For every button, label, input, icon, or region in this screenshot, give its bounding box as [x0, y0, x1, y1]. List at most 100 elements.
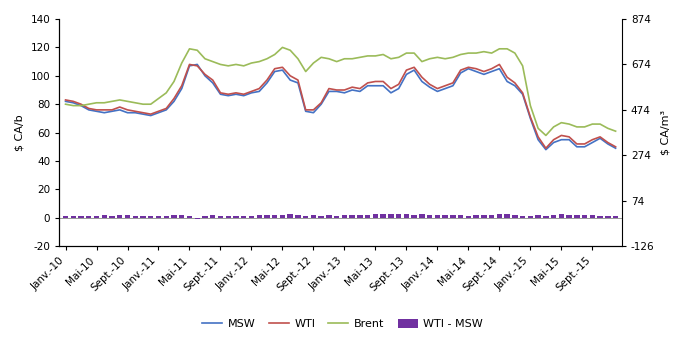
Bar: [520, 216, 525, 218]
Bar: [566, 215, 572, 218]
Bar: [288, 214, 293, 218]
Bar: [388, 214, 394, 218]
Brent: [139, 102, 147, 106]
Bar: [357, 215, 362, 218]
Bar: [458, 215, 463, 218]
Bar: [319, 216, 324, 218]
MSW: [62, 99, 70, 103]
MSW: [193, 62, 201, 66]
Brent: [278, 45, 286, 49]
Brent: [418, 60, 426, 64]
Bar: [63, 216, 68, 218]
Bar: [342, 215, 347, 218]
Bar: [334, 216, 339, 218]
Bar: [435, 215, 440, 218]
Brent: [62, 102, 70, 106]
Bar: [279, 215, 285, 218]
WTI: [441, 84, 449, 88]
Bar: [512, 215, 518, 218]
Bar: [303, 216, 308, 218]
Bar: [551, 215, 556, 218]
Bar: [78, 216, 84, 218]
Bar: [536, 215, 541, 218]
MSW: [379, 84, 387, 88]
Bar: [497, 214, 502, 218]
Bar: [272, 215, 277, 218]
Bar: [380, 214, 386, 218]
Bar: [403, 214, 409, 218]
Brent: [612, 129, 620, 133]
Bar: [234, 216, 238, 218]
Brent: [247, 61, 256, 65]
Bar: [86, 216, 92, 218]
MSW: [139, 112, 147, 116]
Line: WTI: WTI: [66, 64, 616, 148]
WTI: [580, 142, 588, 146]
Bar: [443, 215, 448, 218]
Bar: [264, 215, 270, 218]
Bar: [597, 216, 603, 218]
Bar: [101, 215, 107, 218]
Bar: [155, 216, 161, 218]
Bar: [481, 215, 486, 218]
Bar: [574, 215, 580, 218]
Bar: [195, 218, 200, 219]
Bar: [613, 216, 619, 218]
Bar: [218, 216, 223, 218]
Legend: MSW, WTI, Brent, WTI - MSW: MSW, WTI, Brent, WTI - MSW: [197, 314, 488, 334]
Bar: [210, 215, 216, 218]
Brent: [441, 57, 449, 61]
WTI: [542, 146, 550, 150]
Bar: [527, 216, 533, 218]
Bar: [326, 215, 332, 218]
Bar: [140, 216, 146, 218]
Bar: [179, 215, 184, 218]
Bar: [427, 215, 432, 218]
WTI: [418, 75, 426, 79]
Bar: [241, 216, 247, 218]
Bar: [504, 214, 510, 218]
Bar: [450, 215, 456, 218]
Y-axis label: $ CA/m³: $ CA/m³: [660, 110, 670, 155]
MSW: [542, 147, 550, 152]
Bar: [489, 215, 495, 218]
Bar: [225, 216, 231, 218]
Bar: [94, 216, 99, 218]
Bar: [249, 216, 254, 218]
Bar: [110, 216, 114, 218]
Bar: [125, 215, 130, 218]
Bar: [396, 214, 401, 218]
Bar: [295, 215, 301, 218]
WTI: [612, 145, 620, 149]
Bar: [164, 216, 169, 218]
MSW: [441, 86, 449, 91]
Bar: [349, 215, 355, 218]
Bar: [256, 215, 262, 218]
Bar: [590, 215, 595, 218]
Bar: [365, 215, 371, 218]
Bar: [582, 215, 587, 218]
Bar: [373, 214, 378, 218]
Bar: [559, 214, 564, 218]
Brent: [580, 125, 588, 129]
Brent: [542, 134, 550, 138]
MSW: [612, 146, 620, 150]
MSW: [418, 79, 426, 83]
WTI: [255, 86, 263, 91]
Bar: [148, 216, 153, 218]
Bar: [605, 216, 610, 218]
Bar: [473, 215, 479, 218]
Bar: [71, 216, 76, 218]
Brent: [379, 53, 387, 57]
WTI: [62, 98, 70, 102]
WTI: [379, 79, 387, 83]
Bar: [412, 215, 417, 218]
Line: MSW: MSW: [66, 64, 616, 149]
Bar: [466, 216, 471, 218]
Bar: [132, 216, 138, 218]
MSW: [255, 89, 263, 94]
MSW: [580, 145, 588, 149]
Y-axis label: $ CA/b: $ CA/b: [15, 114, 25, 151]
WTI: [186, 62, 194, 66]
Bar: [171, 215, 177, 218]
